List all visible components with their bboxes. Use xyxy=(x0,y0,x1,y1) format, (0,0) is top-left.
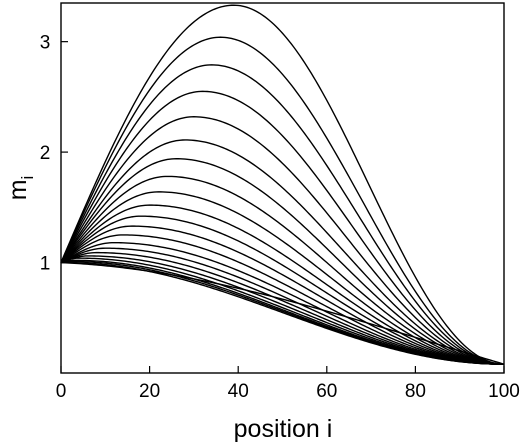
curve-11 xyxy=(60,215,505,365)
y-tick-label-1: 1 xyxy=(40,254,51,275)
x-tick-label-100: 100 xyxy=(488,381,520,402)
curve-19 xyxy=(60,64,505,365)
y-axis-label-sub: i xyxy=(18,176,37,180)
plot-frame xyxy=(60,2,505,374)
curve-14 xyxy=(60,175,505,365)
y-tick-label-3: 3 xyxy=(40,33,51,54)
y-axis-label-main: m xyxy=(4,179,32,200)
curve-8 xyxy=(60,241,505,365)
x-tick-label-40: 40 xyxy=(228,381,249,402)
curves-group xyxy=(60,4,505,365)
x-tick-label-0: 0 xyxy=(56,381,67,402)
y-ticks: 1 2 3 xyxy=(40,33,68,275)
curve-9 xyxy=(60,234,505,365)
curve-6 xyxy=(60,251,504,365)
curve-7 xyxy=(60,247,504,365)
x-tick-label-80: 80 xyxy=(405,381,426,402)
curve-21 xyxy=(60,4,505,365)
y-axis-label: mi xyxy=(4,176,37,201)
curve-16 xyxy=(60,139,505,365)
x-tick-label-60: 60 xyxy=(316,381,337,402)
curve-10 xyxy=(60,225,505,365)
curve-12 xyxy=(60,204,505,365)
x-axis-label: position i xyxy=(234,415,333,443)
curve-20 xyxy=(60,36,505,365)
curve-13 xyxy=(60,191,505,365)
svg-text:mi: mi xyxy=(4,176,37,201)
y-tick-label-2: 2 xyxy=(40,143,51,164)
curve-17 xyxy=(60,116,505,365)
x-tick-label-20: 20 xyxy=(139,381,160,402)
curve-15 xyxy=(60,158,505,365)
curve-18 xyxy=(60,90,505,365)
x-ticks: 0 20 40 60 80 100 xyxy=(56,366,520,402)
